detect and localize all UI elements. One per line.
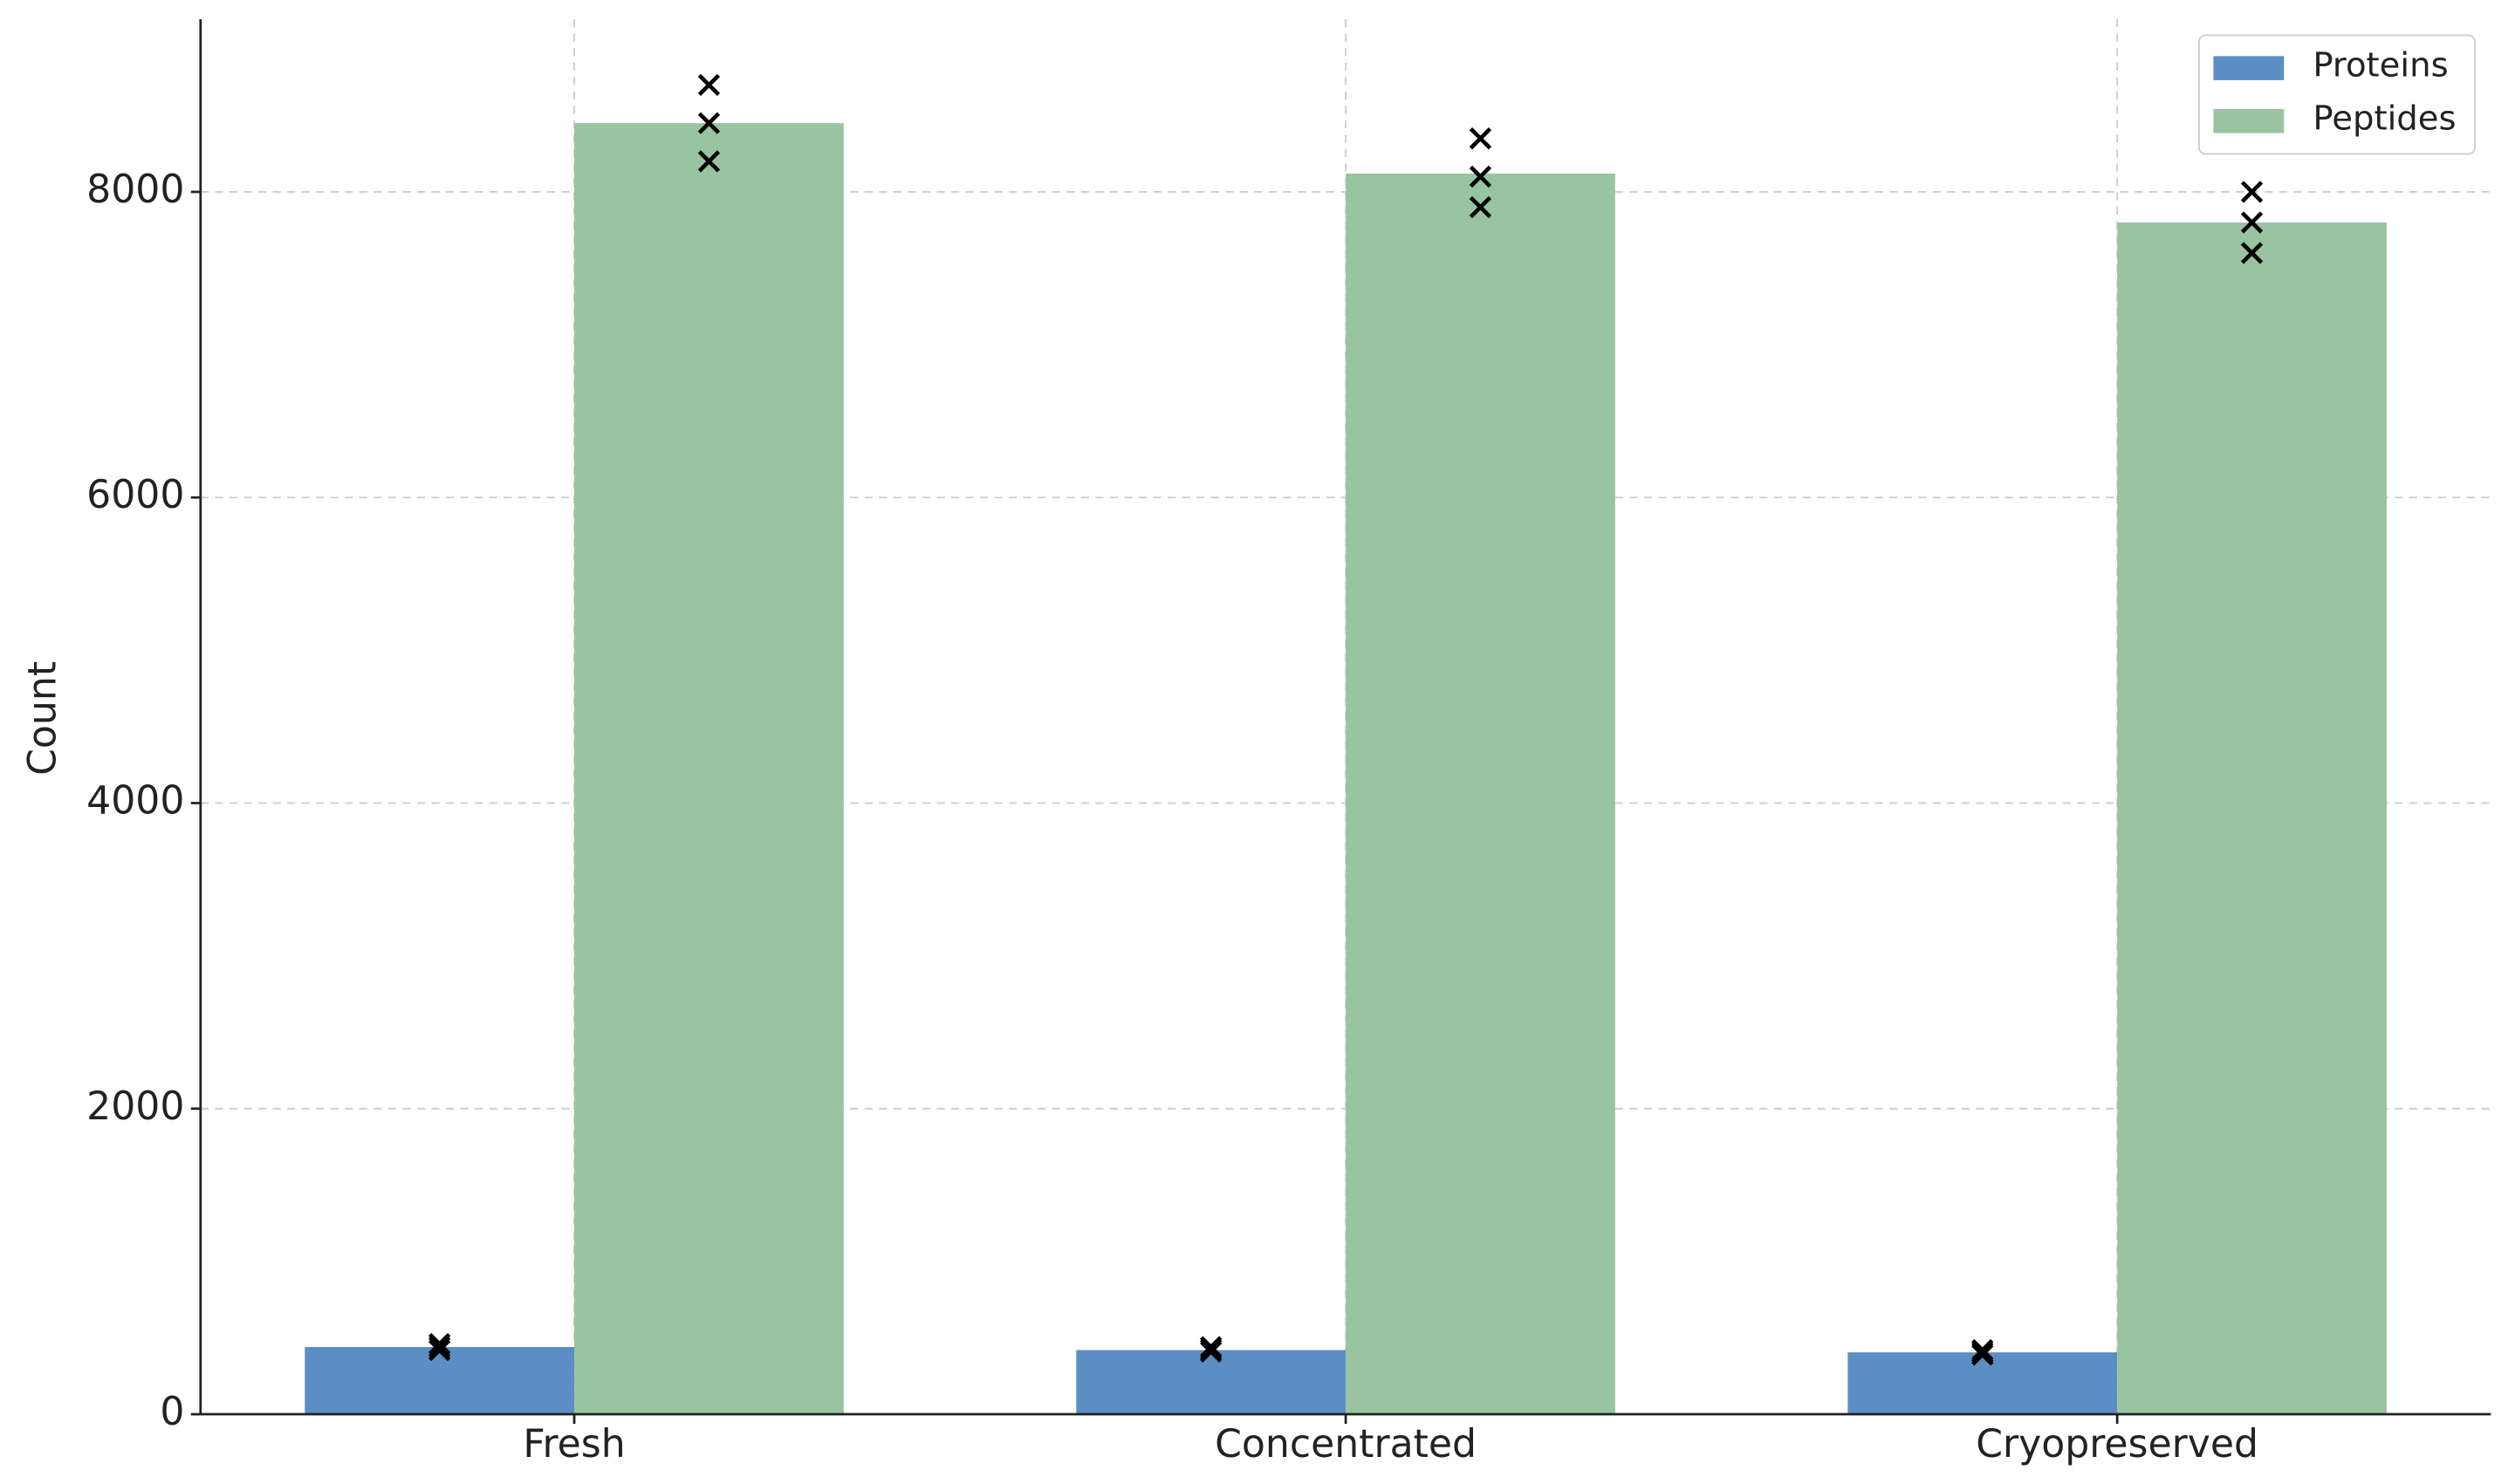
- replicate-marker: [1200, 1336, 1223, 1358]
- y-tick-label: 4000: [86, 779, 184, 824]
- replicate-marker: [428, 1338, 451, 1362]
- replicate-marker: [1469, 127, 1492, 150]
- bar: [2117, 222, 2387, 1415]
- marker-cross: [428, 1336, 451, 1358]
- legend-swatch: [2213, 56, 2285, 80]
- replicate-marker: [697, 150, 721, 173]
- x-tick-label: Concentrated: [1215, 1422, 1477, 1467]
- replicate-marker: [2240, 242, 2264, 264]
- replicate-marker: [2240, 181, 2264, 203]
- replicate-marker: [1469, 165, 1492, 188]
- x-tick-label: Cryopreserved: [1976, 1422, 2258, 1467]
- marker-cross: [428, 1338, 451, 1362]
- marker-cross: [428, 1332, 451, 1356]
- legend-label: Proteins: [2313, 46, 2448, 85]
- bar: [1076, 1350, 1347, 1415]
- replicate-marker: [1971, 1338, 1994, 1362]
- replicate-marker: [697, 112, 721, 134]
- replicate-marker: [2240, 211, 2264, 234]
- bar: [1346, 173, 1615, 1415]
- x-tick-label: Fresh: [523, 1422, 625, 1467]
- marker-cross: [2240, 211, 2264, 234]
- marker-cross: [697, 112, 721, 134]
- marker-cross: [697, 150, 721, 173]
- marker-cross: [1469, 195, 1492, 219]
- bar: [305, 1346, 575, 1415]
- legend-swatch: [2213, 108, 2285, 133]
- marker-cross: [1971, 1338, 1994, 1362]
- replicate-marker: [428, 1332, 451, 1356]
- marker-cross: [2240, 242, 2264, 264]
- replicate-marker: [428, 1336, 451, 1358]
- marker-cross: [1469, 127, 1492, 150]
- y-tick-label: 0: [160, 1390, 184, 1434]
- marker-cross: [2240, 181, 2264, 203]
- y-tick-label: 6000: [86, 473, 184, 517]
- bar: [1847, 1352, 2118, 1415]
- marker-cross: [697, 73, 721, 97]
- y-axis-label: Count: [21, 661, 65, 776]
- y-tick-label: 2000: [86, 1084, 184, 1129]
- marker-cross: [1469, 165, 1492, 188]
- y-tick-label: 8000: [86, 168, 184, 212]
- bar: [574, 123, 844, 1415]
- replicate-marker: [1469, 195, 1492, 219]
- replicate-marker: [697, 73, 721, 97]
- legend-label: Peptides: [2313, 99, 2456, 138]
- marker-cross: [1200, 1336, 1223, 1358]
